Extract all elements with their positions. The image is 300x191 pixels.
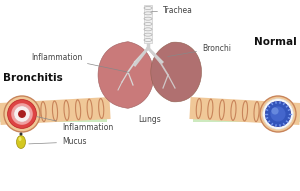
Polygon shape [189,97,300,125]
Text: Mucus: Mucus [29,138,86,146]
Circle shape [20,133,22,135]
Polygon shape [151,42,202,102]
Text: Trachea: Trachea [151,6,193,15]
Circle shape [263,99,293,129]
Circle shape [270,106,286,121]
Text: Inflammation: Inflammation [31,53,129,72]
Circle shape [272,107,279,115]
Text: Bronchitis: Bronchitis [3,73,63,83]
Circle shape [266,101,291,127]
Circle shape [18,110,26,118]
Polygon shape [0,97,111,125]
Text: Normal: Normal [254,37,297,47]
Ellipse shape [19,137,22,141]
Text: Inflammation: Inflammation [37,117,113,133]
Text: Lungs: Lungs [139,115,161,124]
Circle shape [8,100,36,128]
Circle shape [260,96,296,132]
Ellipse shape [16,135,26,148]
Circle shape [14,106,30,122]
Polygon shape [98,42,154,108]
Text: Bronchi: Bronchi [168,44,231,57]
Polygon shape [0,108,107,122]
Polygon shape [193,108,300,122]
Circle shape [11,103,33,125]
Circle shape [4,96,40,132]
Bar [144,5,152,43]
